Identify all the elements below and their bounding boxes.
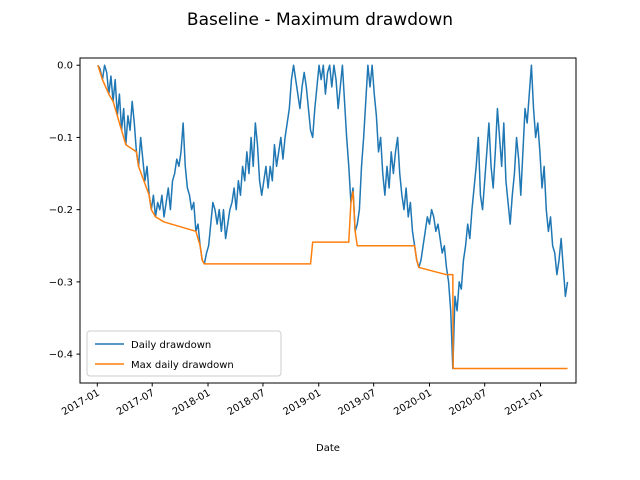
x-axis-label: Date bbox=[316, 443, 340, 454]
plot-frame bbox=[79, 57, 577, 384]
y-tick-label: −0.1 bbox=[49, 133, 73, 144]
y-tick-label: 0.0 bbox=[57, 61, 73, 72]
chart-title: Baseline - Maximum drawdown bbox=[187, 10, 453, 30]
x-tick-label: 2021-01 bbox=[503, 388, 545, 418]
series-layer bbox=[97, 64, 569, 370]
series-line-max-daily-drawdown bbox=[97, 64, 568, 370]
y-tick-label: −0.4 bbox=[49, 350, 73, 361]
x-tick-label: 2018-01 bbox=[171, 388, 213, 418]
legend: Daily drawdown Max daily drawdown bbox=[86, 330, 282, 377]
x-tick-label: 2020-07 bbox=[447, 388, 489, 418]
legend-label-max-daily-drawdown: Max daily drawdown bbox=[131, 360, 234, 371]
x-tick-label: 2019-07 bbox=[336, 388, 378, 418]
x-tick-label: 2019-01 bbox=[282, 388, 324, 418]
legend-box bbox=[86, 330, 282, 377]
y-tick-label: −0.3 bbox=[49, 277, 73, 288]
legend-label-daily-drawdown: Daily drawdown bbox=[131, 340, 211, 351]
x-tick-label: 2018-07 bbox=[226, 388, 268, 418]
x-tick-label: 2017-07 bbox=[115, 388, 157, 418]
x-tick-label: 2020-01 bbox=[392, 388, 434, 418]
series-line-daily-drawdown bbox=[97, 64, 569, 370]
y-tick-label: −0.2 bbox=[49, 205, 73, 216]
x-tick-label: 2017-01 bbox=[60, 388, 102, 418]
